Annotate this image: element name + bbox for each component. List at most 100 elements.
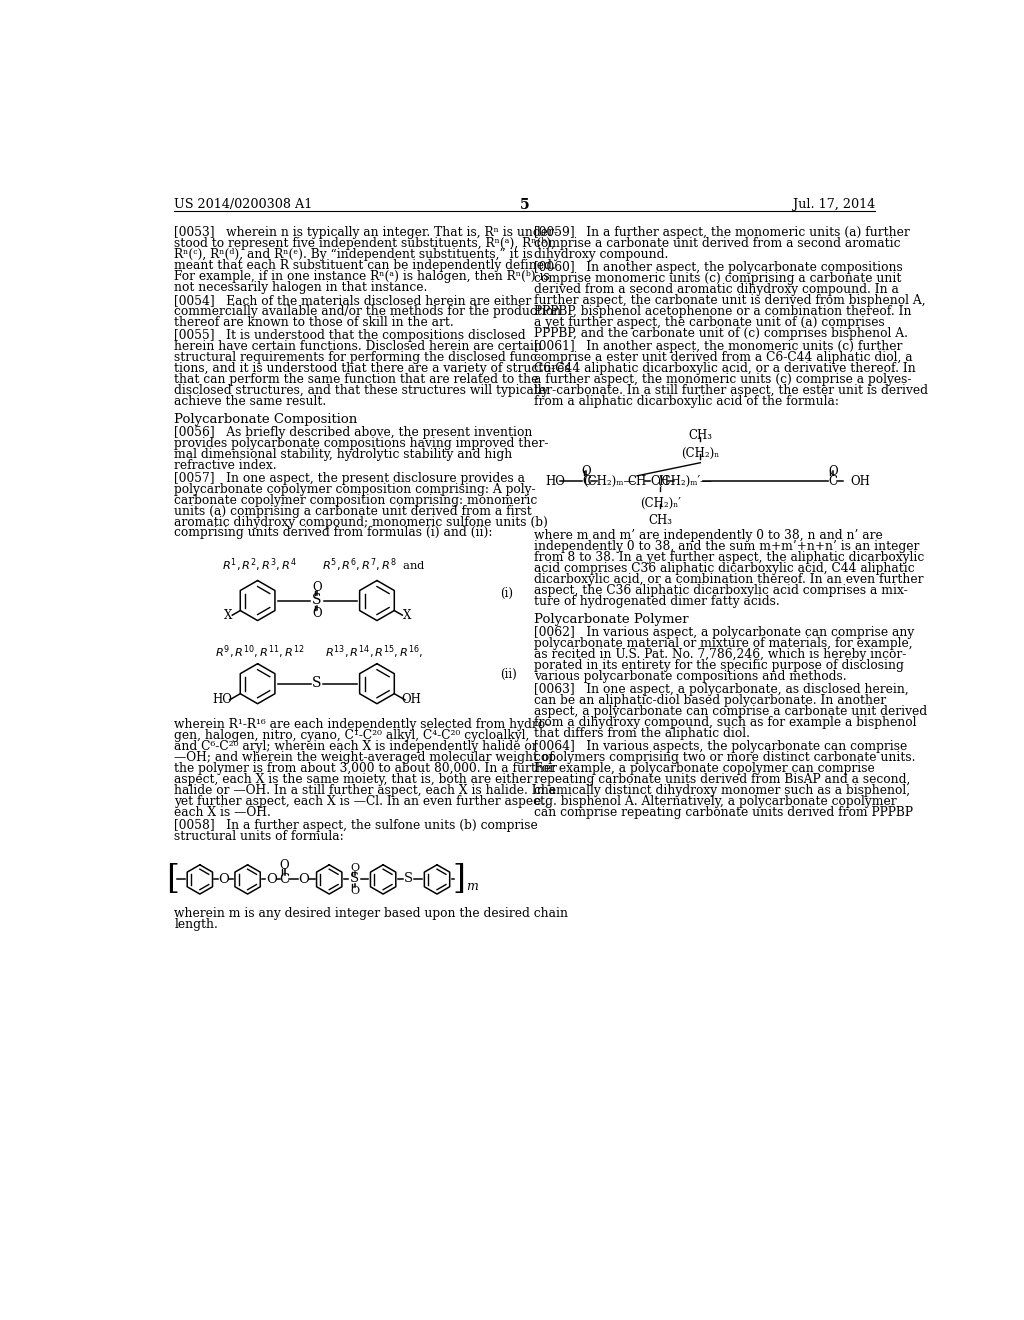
- Text: HO: HO: [212, 693, 231, 706]
- Text: aromatic dihydroxy compound; monomeric sulfone units (b): aromatic dihydroxy compound; monomeric s…: [174, 516, 548, 528]
- Text: derived from a second aromatic dihydroxy compound. In a: derived from a second aromatic dihydroxy…: [535, 284, 899, 296]
- Text: O: O: [312, 607, 322, 620]
- Text: CH₃: CH₃: [648, 513, 673, 527]
- Text: structural units of formula:: structural units of formula:: [174, 830, 344, 843]
- Text: ter-carbonate. In a still further aspect, the ester unit is derived: ter-carbonate. In a still further aspect…: [535, 384, 928, 397]
- Text: where m and m’ are independently 0 to 38, n and n’ are: where m and m’ are independently 0 to 38…: [535, 529, 883, 543]
- Text: [0064]   In various aspects, the polycarbonate can comprise: [0064] In various aspects, the polycarbo…: [535, 741, 907, 754]
- Text: CH: CH: [650, 475, 670, 487]
- Text: US 2014/0200308 A1: US 2014/0200308 A1: [174, 198, 312, 211]
- Text: from 8 to 38. In a yet further aspect, the aliphatic dicarboxylic: from 8 to 38. In a yet further aspect, t…: [535, 550, 925, 564]
- Text: C: C: [280, 873, 290, 886]
- Text: e.g. bisphenol A. Alternatively, a polycarbonate copolymer: e.g. bisphenol A. Alternatively, a polyc…: [535, 795, 897, 808]
- Text: comprising units derived from formulas (i) and (ii):: comprising units derived from formulas (…: [174, 527, 493, 540]
- Text: O: O: [312, 581, 322, 594]
- Text: commercially available and/or the methods for the production: commercially available and/or the method…: [174, 305, 561, 318]
- Text: X: X: [402, 609, 411, 622]
- Text: CH: CH: [628, 475, 647, 487]
- Text: disclosed structures, and that these structures will typically: disclosed structures, and that these str…: [174, 384, 549, 397]
- Text: not necessarily halogen in that instance.: not necessarily halogen in that instance…: [174, 281, 428, 294]
- Text: porated in its entirety for the specific purpose of disclosing: porated in its entirety for the specific…: [535, 659, 904, 672]
- Text: X: X: [223, 609, 231, 622]
- Text: mal dimensional stability, hydrolytic stability and high: mal dimensional stability, hydrolytic st…: [174, 447, 513, 461]
- Text: S: S: [403, 873, 413, 886]
- Text: length.: length.: [174, 919, 218, 931]
- Text: from a aliphatic dicarboxylic acid of the formula:: from a aliphatic dicarboxylic acid of th…: [535, 395, 839, 408]
- Text: each X is —OH.: each X is —OH.: [174, 805, 271, 818]
- Text: Polycarbonate Polymer: Polycarbonate Polymer: [535, 614, 689, 626]
- Text: ]: ]: [452, 863, 465, 895]
- Text: tions, and it is understood that there are a variety of structures: tions, and it is understood that there a…: [174, 362, 571, 375]
- Text: S: S: [312, 593, 322, 607]
- Text: S: S: [350, 873, 359, 886]
- Text: C: C: [582, 475, 591, 487]
- Text: that differs from the aliphatic diol.: that differs from the aliphatic diol.: [535, 727, 750, 741]
- Text: $R^5, R^6, R^7, R^8$  and: $R^5, R^6, R^7, R^8$ and: [322, 557, 426, 574]
- Text: [0056]   As briefly described above, the present invention: [0056] As briefly described above, the p…: [174, 426, 532, 438]
- Text: gen, halogen, nitro, cyano, C¹-C²⁰ alkyl, C⁴-C²⁰ cycloalkyl,: gen, halogen, nitro, cyano, C¹-C²⁰ alkyl…: [174, 729, 529, 742]
- Text: structural requirements for performing the disclosed func-: structural requirements for performing t…: [174, 351, 542, 364]
- Text: comprise monomeric units (c) comprising a carbonate unit: comprise monomeric units (c) comprising …: [535, 272, 901, 285]
- Text: polycarbonate copolymer composition comprising: A poly-: polycarbonate copolymer composition comp…: [174, 483, 537, 496]
- Text: can comprise repeating carbonate units derived from PPPBP: can comprise repeating carbonate units d…: [535, 805, 913, 818]
- Text: O: O: [350, 886, 359, 896]
- Text: provides polycarbonate compositions having improved ther-: provides polycarbonate compositions havi…: [174, 437, 549, 450]
- Text: the polymer is from about 3,000 to about 80,000. In a further: the polymer is from about 3,000 to about…: [174, 762, 557, 775]
- Text: [0059]   In a further aspect, the monomeric units (a) further: [0059] In a further aspect, the monomeri…: [535, 226, 909, 239]
- Text: carbonate copolymer composition comprising: monomeric: carbonate copolymer composition comprisi…: [174, 494, 538, 507]
- Text: S: S: [312, 676, 322, 690]
- Text: O: O: [828, 465, 838, 478]
- Text: PPPBP, and the carbonate unit of (c) comprises bisphenol A.: PPPBP, and the carbonate unit of (c) com…: [535, 327, 908, 339]
- Text: [0054]   Each of the materials disclosed herein are either: [0054] Each of the materials disclosed h…: [174, 294, 531, 308]
- Text: a further aspect, the monomeric units (c) comprise a polyes-: a further aspect, the monomeric units (c…: [535, 374, 911, 385]
- Text: O: O: [266, 873, 276, 886]
- Text: herein have certain functions. Disclosed herein are certain: herein have certain functions. Disclosed…: [174, 341, 543, 354]
- Text: (CH₂)ₙ′: (CH₂)ₙ′: [640, 496, 681, 510]
- Text: wherein m is any desired integer based upon the desired chain: wherein m is any desired integer based u…: [174, 907, 568, 920]
- Text: achieve the same result.: achieve the same result.: [174, 395, 327, 408]
- Text: copolymers comprising two or more distinct carbonate units.: copolymers comprising two or more distin…: [535, 751, 915, 764]
- Text: $R^1, R^2, R^3, R^4$: $R^1, R^2, R^3, R^4$: [222, 557, 297, 574]
- Text: For example, a polycarbonate copolymer can comprise: For example, a polycarbonate copolymer c…: [535, 762, 874, 775]
- Text: Polycarbonate Composition: Polycarbonate Composition: [174, 413, 357, 426]
- Text: aspect, the C36 aliphatic dicarboxylic acid comprises a mix-: aspect, the C36 aliphatic dicarboxylic a…: [535, 583, 908, 597]
- Text: chemically distinct dihydroxy monomer such as a bisphenol,: chemically distinct dihydroxy monomer su…: [535, 784, 910, 797]
- Text: repeating carbonate units derived from BisAP and a second,: repeating carbonate units derived from B…: [535, 774, 910, 785]
- Text: ture of hydrogenated dimer fatty acids.: ture of hydrogenated dimer fatty acids.: [535, 594, 780, 607]
- Text: comprise a carbonate unit derived from a second aromatic: comprise a carbonate unit derived from a…: [535, 238, 900, 249]
- Text: [0063]   In one aspect, a polycarbonate, as disclosed herein,: [0063] In one aspect, a polycarbonate, a…: [535, 684, 908, 696]
- Text: [0058]   In a further aspect, the sulfone units (b) comprise: [0058] In a further aspect, the sulfone …: [174, 818, 539, 832]
- Text: halide or —OH. In a still further aspect, each X is halide. In a: halide or —OH. In a still further aspect…: [174, 784, 556, 797]
- Text: stood to represent five independent substituents, Rⁿ(ᵃ), Rⁿ(ᵇ),: stood to represent five independent subs…: [174, 238, 555, 249]
- Text: O: O: [298, 873, 309, 886]
- Text: meant that each R substituent can be independently defined.: meant that each R substituent can be ind…: [174, 259, 556, 272]
- Text: polycarbonate material or mixture of materials, for example,: polycarbonate material or mixture of mat…: [535, 638, 912, 651]
- Text: can be an aliphatic-diol based polycarbonate. In another: can be an aliphatic-diol based polycarbo…: [535, 694, 886, 708]
- Text: from a dihydroxy compound, such as for example a bisphenol: from a dihydroxy compound, such as for e…: [535, 715, 916, 729]
- Text: units (a) comprising a carbonate unit derived from a first: units (a) comprising a carbonate unit de…: [174, 504, 532, 517]
- Text: CH₃: CH₃: [688, 429, 713, 442]
- Text: acid comprises C36 aliphatic dicarboxylic acid, C44 aliphatic: acid comprises C36 aliphatic dicarboxyli…: [535, 562, 914, 574]
- Text: further aspect, the carbonate unit is derived from bisphenol A,: further aspect, the carbonate unit is de…: [535, 294, 926, 308]
- Text: comprise a ester unit derived from a C6-C44 aliphatic diol, a: comprise a ester unit derived from a C6-…: [535, 351, 912, 364]
- Text: C6-C44 aliphatic dicarboxylic acid, or a derivative thereof. In: C6-C44 aliphatic dicarboxylic acid, or a…: [535, 362, 915, 375]
- Text: (ii): (ii): [500, 668, 517, 681]
- Text: dihydroxy compound.: dihydroxy compound.: [535, 248, 669, 261]
- Text: [: [: [166, 863, 178, 895]
- Text: (i): (i): [500, 587, 513, 601]
- Text: OH: OH: [851, 475, 870, 487]
- Text: O: O: [350, 863, 359, 873]
- Text: (CH₂)ₙ: (CH₂)ₙ: [681, 446, 720, 459]
- Text: [0053]   wherein n is typically an integer. That is, Rⁿ is under-: [0053] wherein n is typically an integer…: [174, 226, 558, 239]
- Text: and C⁶-C²⁰ aryl; wherein each X is independently halide or: and C⁶-C²⁰ aryl; wherein each X is indep…: [174, 741, 538, 754]
- Text: O: O: [218, 873, 229, 886]
- Text: yet further aspect, each X is —Cl. In an even further aspect,: yet further aspect, each X is —Cl. In an…: [174, 795, 549, 808]
- Text: —OH; and wherein the weight-averaged molecular weight of: —OH; and wherein the weight-averaged mol…: [174, 751, 554, 764]
- Text: [0057]   In one aspect, the present disclosure provides a: [0057] In one aspect, the present disclo…: [174, 471, 525, 484]
- Text: thereof are known to those of skill in the art.: thereof are known to those of skill in t…: [174, 315, 455, 329]
- Text: m: m: [466, 880, 478, 892]
- Text: $R^{13}, R^{14}, R^{15}, R^{16},$: $R^{13}, R^{14}, R^{15}, R^{16},$: [325, 644, 423, 661]
- Text: wherein R¹-R¹⁶ are each independently selected from hydro-: wherein R¹-R¹⁶ are each independently se…: [174, 718, 550, 731]
- Text: (CH₂)ₘ′—: (CH₂)ₘ′—: [657, 475, 713, 487]
- Text: 5: 5: [520, 198, 529, 213]
